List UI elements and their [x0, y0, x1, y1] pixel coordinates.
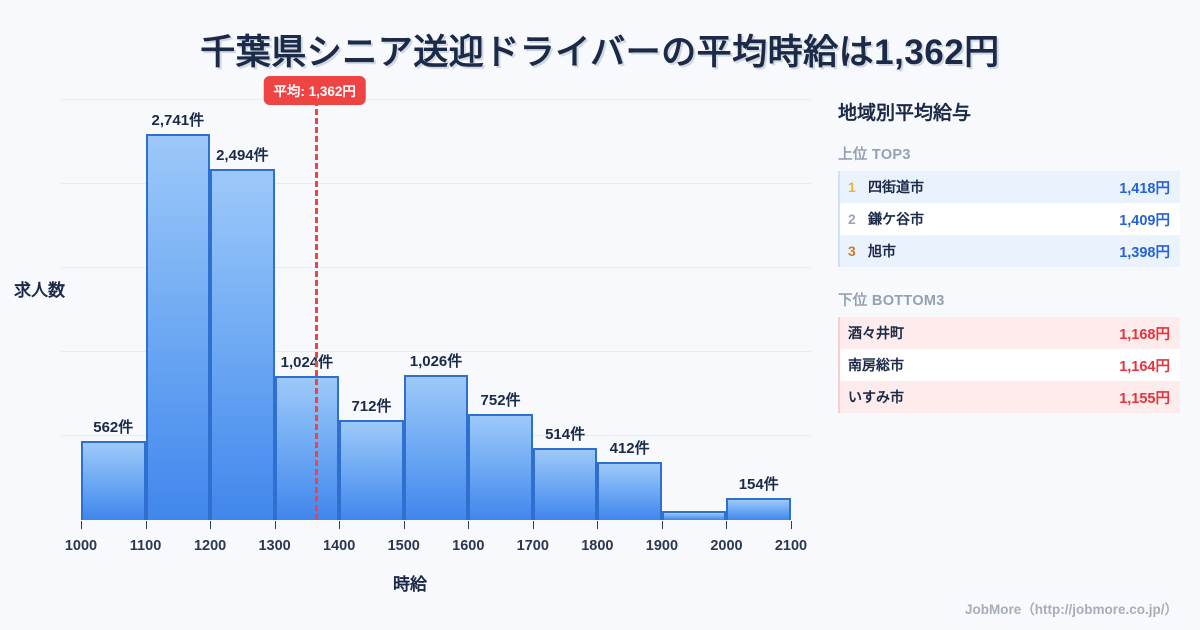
region-name: 四街道市: [868, 179, 924, 195]
histogram-bar: [597, 461, 662, 520]
x-axis-tick-label: 1200: [193, 538, 227, 554]
x-axis-tick: [597, 521, 599, 529]
x-axis-tick-label: 1300: [258, 538, 291, 554]
region-average-pay: 1,168円: [1119, 326, 1170, 343]
bottom3-group: 下位 BOTTOM3 酒々井町 1,168円南房総市 1,164円いすみ市 1,155…: [838, 289, 1180, 413]
x-axis-tick-label: 1700: [516, 538, 549, 554]
plot-area: 562件 2,741件 2,494件 1,024件 712件 1,026件 752件 514件…: [61, 76, 811, 554]
region-average-pay: 1,418円: [1119, 180, 1170, 197]
gridline: [61, 183, 811, 184]
bar-value-label: 752件: [480, 392, 521, 410]
x-axis-tick: [145, 521, 147, 529]
x-axis-tick: [532, 521, 534, 529]
region-average-pay: 1,409円: [1119, 212, 1170, 229]
bar-value-label: 712件: [351, 397, 392, 415]
footer-credit: JobMore（http://jobmore.co.jp/）: [965, 602, 1178, 617]
table-row[interactable]: 3 旭市 1,398円: [840, 235, 1180, 267]
bar-value-label: 1,026件: [409, 353, 463, 371]
histogram-bar: [726, 498, 791, 520]
bar-value-label: 2,494件: [216, 146, 269, 164]
x-axis-tick-label: 1000: [64, 538, 98, 554]
table-row[interactable]: 2 鎌ケ谷市 1,409円: [840, 203, 1180, 235]
table-row[interactable]: 酒々井町 1,168円: [840, 317, 1180, 349]
x-axis-tick-label: 1900: [645, 538, 679, 554]
table-row[interactable]: 南房総市 1,164円: [840, 349, 1180, 381]
mean-line: [314, 100, 318, 520]
region-average-pay: 1,155円: [1119, 390, 1170, 407]
histogram-bar: [210, 168, 275, 520]
region-name: いすみ市: [848, 389, 904, 405]
page-title: 千葉県シニア送迎ドライバーの平均時給は1,362円: [200, 33, 1000, 72]
histogram-bar: [274, 375, 340, 520]
histogram-bar: [403, 375, 469, 520]
region-name: 酒々井町: [848, 325, 904, 341]
bar-value-label: 562件: [93, 418, 134, 436]
bottom3-table: 酒々井町 1,168円南房総市 1,164円いすみ市 1,155円: [838, 317, 1180, 413]
region-name: 南房総市: [848, 357, 904, 373]
histogram-bar: [468, 414, 533, 520]
x-axis-tick-label: 1600: [452, 538, 485, 554]
x-axis-tick: [81, 521, 82, 529]
histogram-bar: [81, 440, 146, 520]
top3-heading: 上位 TOP3: [838, 147, 911, 163]
bar-value-label: 514件: [545, 425, 586, 443]
gridline: [61, 99, 811, 100]
y-axis-label: 求人数: [14, 281, 65, 300]
x-axis-tick: [339, 521, 341, 529]
table-row[interactable]: 1 四街道市 1,418円: [840, 171, 1180, 203]
x-axis-tick-label: 1400: [323, 538, 356, 554]
x-axis-tick: [661, 521, 663, 529]
histogram-chart: 求人数 562件 2,741件 2,494件 1,024件 712件 1,026件 752件…: [0, 76, 820, 598]
region-name: 旭市: [868, 243, 896, 259]
x-axis-tick: [210, 521, 212, 529]
x-axis-tick-label: 1100: [129, 538, 162, 554]
bar-value-label: 154件: [738, 476, 779, 494]
histogram-bar: [661, 511, 727, 520]
x-axis-tick-label: 1800: [581, 538, 614, 554]
region-average-pay: 1,164円: [1119, 358, 1170, 375]
bar-value-label: 1,024件: [280, 353, 334, 371]
mean-badge: 平均: 1,362円: [263, 76, 366, 105]
sidebar-title: 地域別平均給与: [838, 103, 972, 124]
rank-number: 2: [848, 211, 856, 227]
table-row[interactable]: いすみ市 1,155円: [840, 381, 1180, 413]
x-axis-label: 時給: [393, 575, 427, 594]
regional-average-pay-panel: 地域別平均給与 上位 TOP3 1 四街道市 1,418円 2 鎌ケ谷市 1,409円 3 旭…: [838, 98, 1180, 435]
top3-group: 上位 TOP3 1 四街道市 1,418円 2 鎌ケ谷市 1,409円 3 旭市 1,398円: [838, 143, 1180, 267]
x-axis-tick: [791, 521, 792, 529]
gridline: [61, 351, 811, 352]
gridline: [61, 267, 811, 268]
histogram-bar: [339, 419, 404, 520]
x-axis-tick-label: 2000: [710, 538, 743, 554]
bar-value-label: 412件: [609, 439, 650, 457]
x-axis-tick: [726, 521, 728, 529]
x-axis-tick-label: 2100: [774, 538, 808, 554]
region-average-pay: 1,398円: [1119, 244, 1170, 261]
x-axis-tick-label: 1500: [387, 538, 420, 554]
x-axis-tick: [403, 521, 405, 529]
bottom3-heading: 下位 BOTTOM3: [838, 293, 945, 309]
rank-number: 1: [848, 179, 856, 195]
histogram-bar: [145, 133, 211, 520]
rank-number: 3: [848, 243, 856, 259]
x-axis-tick: [468, 521, 470, 529]
bar-value-label: 2,741件: [151, 111, 205, 129]
histogram-bar: [532, 447, 598, 520]
region-name: 鎌ケ谷市: [868, 211, 924, 227]
top3-table: 1 四街道市 1,418円 2 鎌ケ谷市 1,409円 3 旭市 1,398円: [838, 171, 1180, 267]
x-axis-tick: [274, 521, 276, 529]
